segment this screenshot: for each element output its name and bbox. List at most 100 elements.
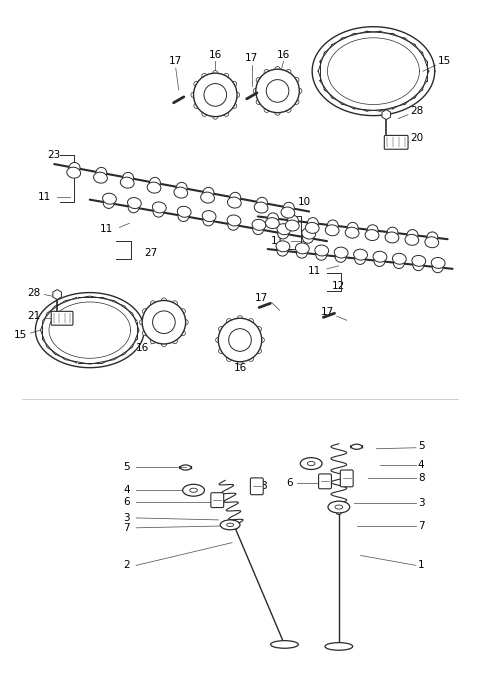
Circle shape xyxy=(228,220,239,231)
Circle shape xyxy=(283,203,294,213)
Text: 3: 3 xyxy=(123,513,130,523)
Circle shape xyxy=(194,81,199,87)
Text: 27: 27 xyxy=(144,248,157,258)
Circle shape xyxy=(288,216,299,226)
Ellipse shape xyxy=(345,227,359,238)
Ellipse shape xyxy=(315,245,329,256)
Text: 5: 5 xyxy=(418,441,424,451)
Ellipse shape xyxy=(183,484,204,496)
Circle shape xyxy=(230,192,240,203)
Circle shape xyxy=(216,338,221,342)
Circle shape xyxy=(194,103,199,108)
Ellipse shape xyxy=(300,458,322,469)
Polygon shape xyxy=(382,110,391,119)
Text: 2: 2 xyxy=(123,561,130,570)
Circle shape xyxy=(413,260,424,271)
FancyBboxPatch shape xyxy=(384,136,408,149)
Circle shape xyxy=(256,69,300,113)
Ellipse shape xyxy=(412,255,426,266)
Circle shape xyxy=(150,338,156,344)
Ellipse shape xyxy=(94,172,108,183)
Circle shape xyxy=(275,110,280,115)
Circle shape xyxy=(172,301,178,306)
Text: 7: 7 xyxy=(123,523,130,533)
Text: 16: 16 xyxy=(209,50,222,60)
Ellipse shape xyxy=(425,237,439,248)
Ellipse shape xyxy=(227,523,234,527)
Circle shape xyxy=(248,356,253,361)
Circle shape xyxy=(248,318,253,324)
Ellipse shape xyxy=(432,258,445,269)
Circle shape xyxy=(231,103,237,108)
Ellipse shape xyxy=(307,462,315,466)
Ellipse shape xyxy=(103,193,116,204)
Text: 16: 16 xyxy=(277,50,290,60)
Text: 15: 15 xyxy=(438,57,451,66)
Ellipse shape xyxy=(286,220,299,231)
Text: 4: 4 xyxy=(123,486,130,495)
Text: 7: 7 xyxy=(418,521,424,531)
Ellipse shape xyxy=(405,235,419,246)
Circle shape xyxy=(203,215,214,226)
Text: 4: 4 xyxy=(418,460,424,469)
Ellipse shape xyxy=(201,192,215,203)
Circle shape xyxy=(178,211,189,222)
Ellipse shape xyxy=(147,182,161,193)
Ellipse shape xyxy=(373,251,387,262)
Ellipse shape xyxy=(334,247,348,258)
Circle shape xyxy=(238,316,242,321)
Ellipse shape xyxy=(335,505,343,509)
Ellipse shape xyxy=(202,211,216,222)
Text: 28: 28 xyxy=(410,106,423,116)
Circle shape xyxy=(180,309,185,314)
Circle shape xyxy=(307,218,318,228)
Ellipse shape xyxy=(227,215,241,226)
Circle shape xyxy=(227,318,232,324)
Ellipse shape xyxy=(254,202,268,213)
Circle shape xyxy=(238,359,242,364)
Circle shape xyxy=(407,230,418,241)
Circle shape xyxy=(224,74,229,78)
Circle shape xyxy=(234,92,240,98)
Ellipse shape xyxy=(228,197,241,208)
Ellipse shape xyxy=(177,206,191,218)
Text: 20: 20 xyxy=(410,134,423,143)
Circle shape xyxy=(297,88,302,93)
Text: 11: 11 xyxy=(37,192,51,202)
Text: 17: 17 xyxy=(254,293,268,303)
Circle shape xyxy=(253,224,264,235)
Polygon shape xyxy=(53,290,61,299)
Circle shape xyxy=(256,349,262,353)
Ellipse shape xyxy=(265,218,279,228)
Text: 6: 6 xyxy=(286,478,293,488)
Ellipse shape xyxy=(153,202,166,213)
Circle shape xyxy=(218,318,262,361)
Circle shape xyxy=(347,222,358,233)
Text: 6: 6 xyxy=(123,497,130,507)
Text: 10: 10 xyxy=(298,196,311,207)
Circle shape xyxy=(153,206,164,217)
Ellipse shape xyxy=(128,198,141,209)
Ellipse shape xyxy=(67,167,81,178)
Text: 16: 16 xyxy=(136,343,149,353)
Ellipse shape xyxy=(271,640,298,649)
Circle shape xyxy=(264,70,269,75)
Circle shape xyxy=(213,114,218,119)
Circle shape xyxy=(253,88,258,93)
Circle shape xyxy=(218,349,224,353)
Ellipse shape xyxy=(305,222,319,233)
Circle shape xyxy=(335,252,346,263)
Circle shape xyxy=(161,342,167,346)
Text: 16: 16 xyxy=(233,363,247,372)
Ellipse shape xyxy=(190,488,197,492)
Circle shape xyxy=(204,84,227,106)
Circle shape xyxy=(275,67,280,72)
Circle shape xyxy=(294,78,299,83)
Circle shape xyxy=(374,256,385,267)
Circle shape xyxy=(96,167,107,178)
Circle shape xyxy=(150,301,156,306)
Circle shape xyxy=(432,262,443,273)
FancyBboxPatch shape xyxy=(340,470,353,487)
Ellipse shape xyxy=(302,228,316,239)
Circle shape xyxy=(202,111,207,117)
